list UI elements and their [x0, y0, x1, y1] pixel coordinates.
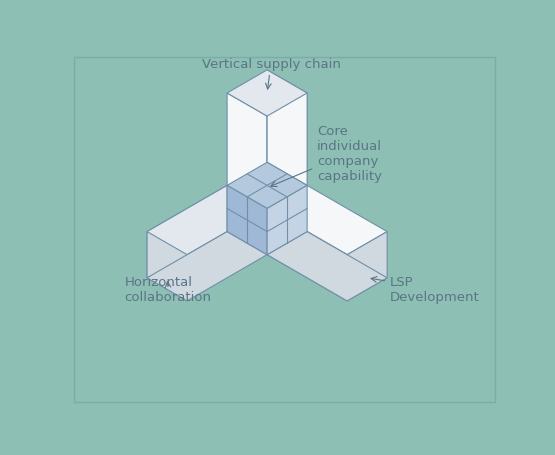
Text: LSP
Development: LSP Development: [371, 276, 480, 303]
Text: Vertical supply chain: Vertical supply chain: [201, 58, 340, 90]
Polygon shape: [147, 232, 267, 301]
Text: Core
individual
company
capability: Core individual company capability: [271, 125, 382, 187]
Polygon shape: [267, 209, 347, 301]
Polygon shape: [227, 94, 267, 209]
Polygon shape: [267, 186, 387, 255]
Polygon shape: [227, 186, 267, 255]
Polygon shape: [267, 186, 307, 255]
Polygon shape: [147, 186, 227, 278]
Text: Horizontal
collaboration: Horizontal collaboration: [125, 276, 212, 303]
Polygon shape: [147, 186, 267, 255]
Polygon shape: [147, 232, 187, 301]
Polygon shape: [227, 163, 307, 209]
Polygon shape: [267, 94, 307, 209]
Polygon shape: [347, 232, 387, 301]
Polygon shape: [267, 232, 387, 301]
Polygon shape: [267, 71, 307, 186]
Polygon shape: [227, 71, 307, 117]
